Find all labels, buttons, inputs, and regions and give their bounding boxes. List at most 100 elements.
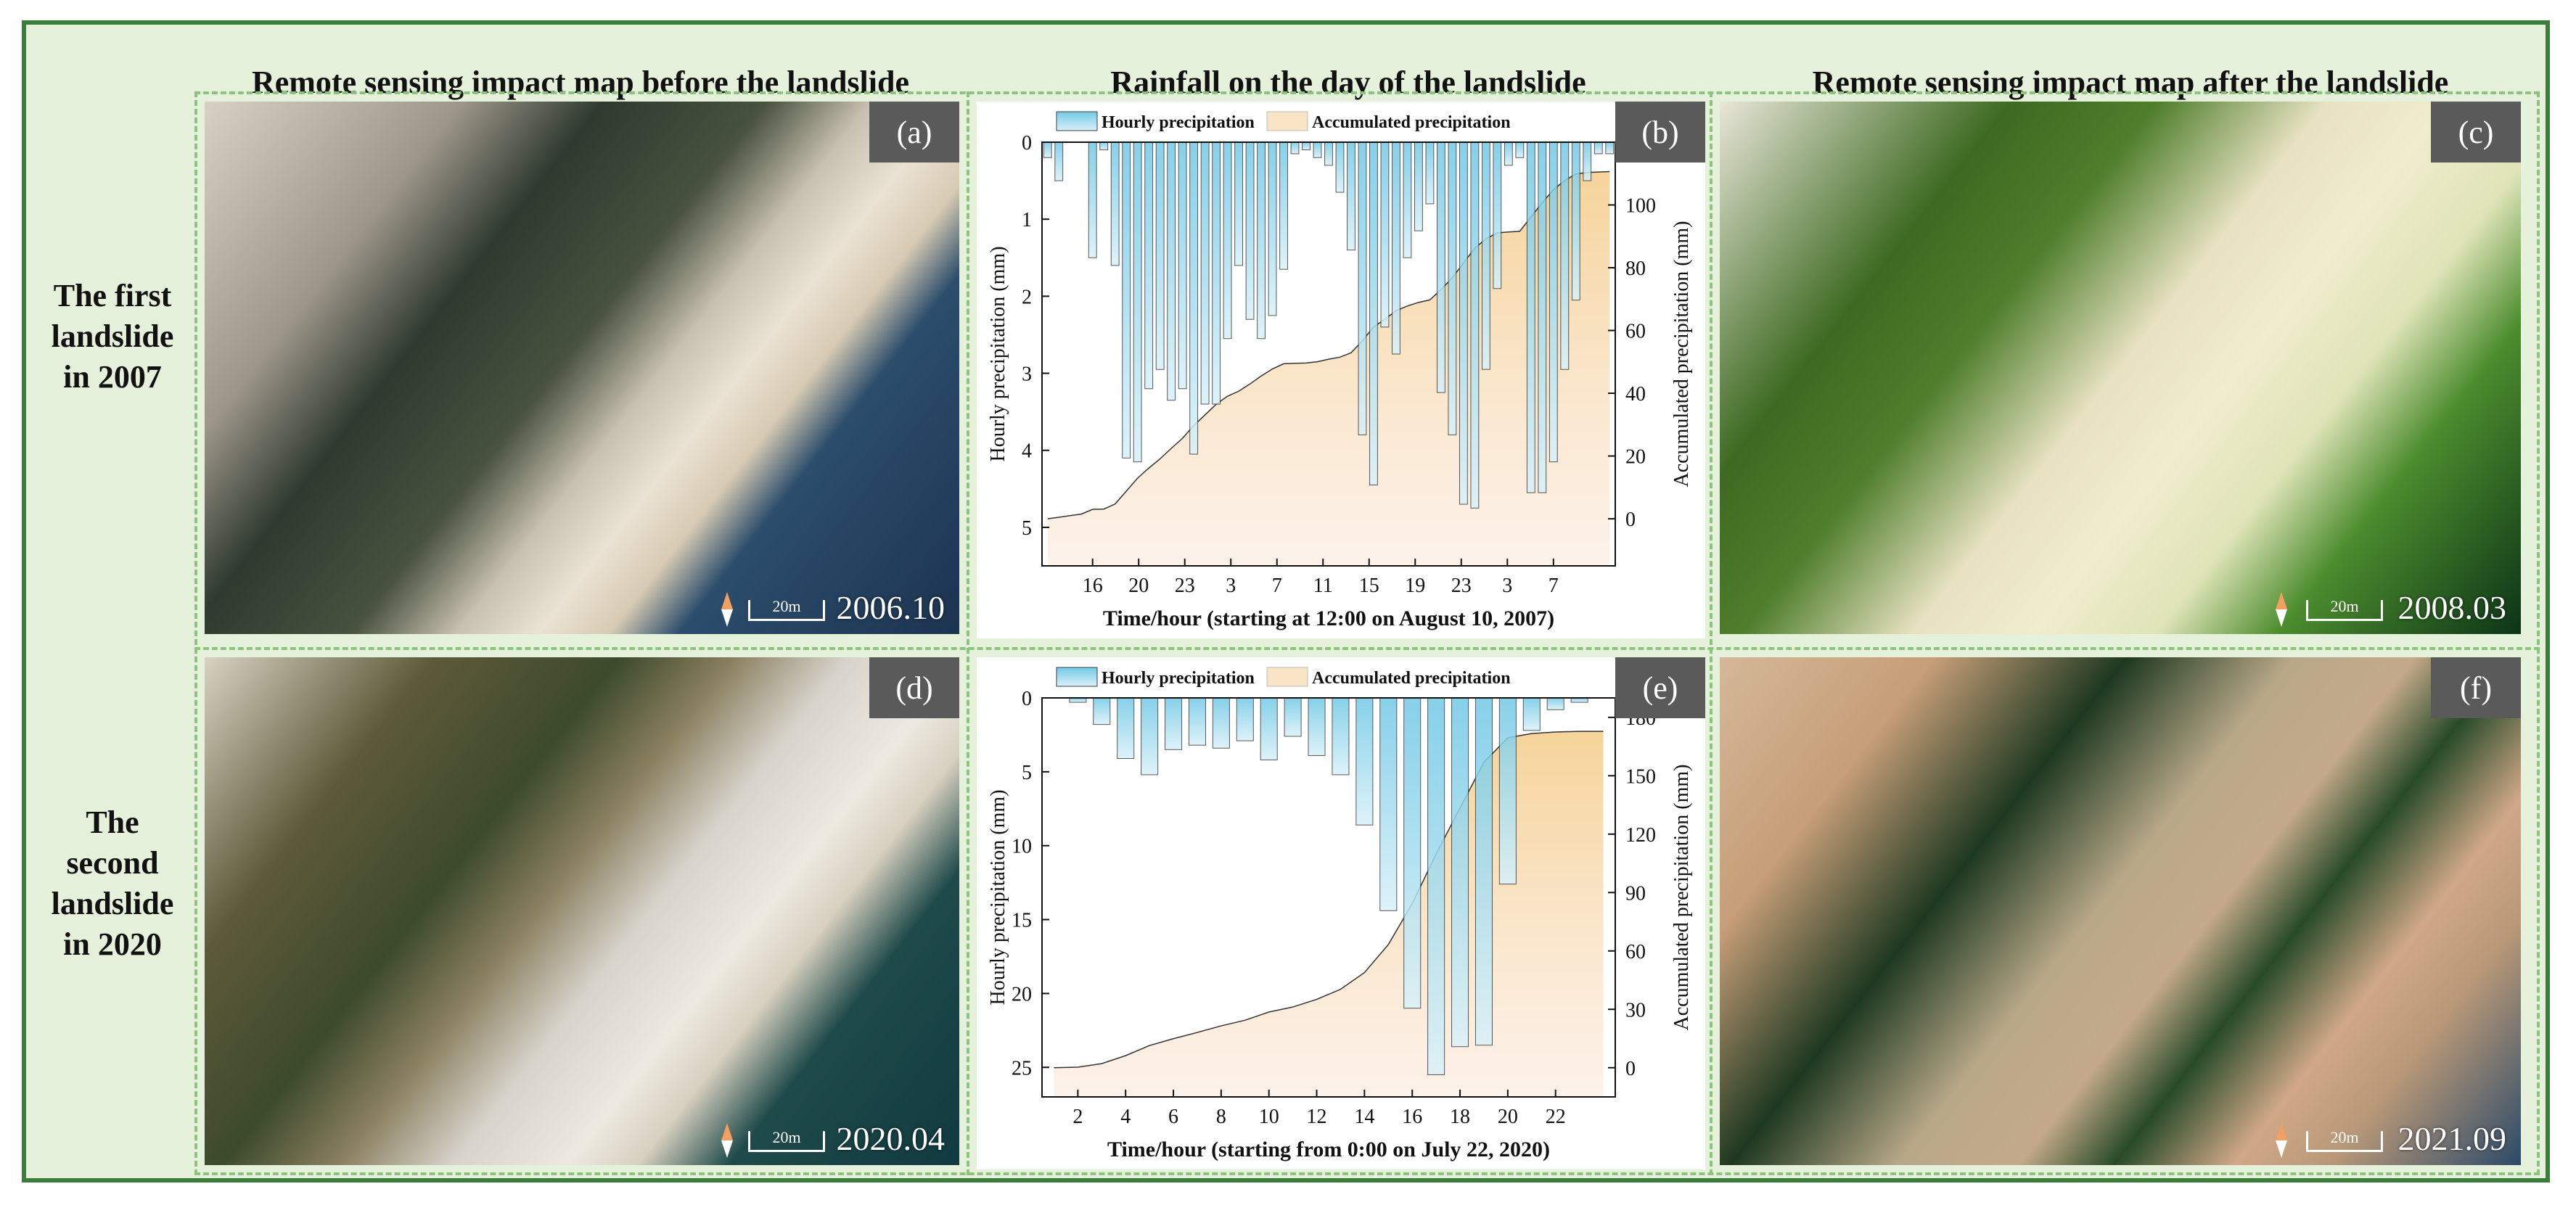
hourly-bar — [1498, 697, 1517, 885]
panel-divider-middle — [194, 647, 2540, 650]
y-tick-label: 3 — [1022, 363, 1032, 386]
satellite-image-c: (c) 20m 2008.03 — [1720, 102, 2521, 634]
north-arrow-icon — [2276, 592, 2287, 627]
hourly-bar — [1560, 141, 1570, 370]
hourly-bar — [1379, 697, 1398, 911]
hourly-bar — [1605, 141, 1615, 155]
x-tick-label: 7 — [1272, 575, 1282, 597]
x-tick-label: 2 — [1072, 1106, 1083, 1128]
hourly-bar — [1279, 141, 1288, 270]
hourly-bar — [1522, 697, 1541, 731]
panel-label: (d) — [869, 657, 959, 718]
x-tick-label: 4 — [1120, 1106, 1131, 1128]
satellite-image-f: (f) 20m 2021.09 — [1720, 657, 2521, 1165]
y2-tick-label: 60 — [1625, 321, 1646, 343]
legend-swatch-hourly — [1056, 111, 1098, 131]
hourly-bar — [1493, 141, 1502, 289]
legend-label-hourly: Hourly precipitation — [1102, 669, 1255, 688]
hourly-bar — [1347, 141, 1355, 251]
hourly-bar — [1284, 697, 1302, 737]
legend-label-hourly: Hourly precipitation — [1102, 113, 1255, 132]
chart-panel-b: 012345020406080100120162023371115192337T… — [977, 102, 1705, 638]
y2-tick-label: 120 — [1625, 824, 1656, 847]
hourly-bar — [1302, 141, 1310, 151]
hourly-bar — [1141, 697, 1159, 776]
y2-tick-label: 80 — [1625, 258, 1646, 280]
panel-label: (b) — [1615, 102, 1705, 163]
legend-label-accumulated: Accumulated precipitation — [1312, 669, 1511, 688]
hourly-bar — [1093, 697, 1111, 725]
hourly-bar — [1178, 141, 1187, 390]
hourly-bar — [1245, 141, 1255, 320]
hourly-bar — [1260, 697, 1278, 761]
hourly-bar — [1427, 697, 1445, 1075]
hourly-bar — [1332, 697, 1350, 776]
hourly-bar — [1583, 141, 1592, 181]
x-tick-label: 12 — [1307, 1106, 1327, 1128]
hourly-bar — [1088, 141, 1097, 258]
hourly-bar — [1167, 141, 1176, 401]
y-tick-label: 10 — [1012, 836, 1032, 858]
hourly-bar — [1099, 141, 1109, 151]
hourly-bar — [1290, 141, 1300, 155]
accumulated-area — [1047, 171, 1610, 567]
x-tick-label: 8 — [1216, 1106, 1226, 1128]
x-tick-label: 14 — [1354, 1106, 1374, 1128]
y2-tick-label: 40 — [1625, 383, 1646, 406]
hourly-bar — [1117, 697, 1135, 760]
y-tick-label: 25 — [1012, 1057, 1032, 1079]
hourly-bar — [1392, 141, 1400, 355]
scale-bar: 20m — [748, 1128, 825, 1152]
y-tick-label: 0 — [1022, 688, 1032, 710]
y2-tick-label: 150 — [1625, 765, 1656, 788]
scale-bar: 20m — [2306, 1128, 2383, 1152]
legend-swatch-hourly — [1056, 667, 1098, 687]
scale-label: 20m — [772, 1128, 801, 1146]
x-tick-label: 15 — [1359, 575, 1379, 597]
panel-label: (f) — [2431, 657, 2521, 718]
hourly-bar — [1236, 697, 1254, 741]
hourly-bar — [1358, 141, 1367, 435]
hourly-bar — [1448, 141, 1457, 435]
hourly-bar — [1459, 141, 1468, 505]
x-tick-label: 11 — [1313, 575, 1333, 597]
y2-tick-label: 90 — [1625, 882, 1646, 905]
x-tick-label: 6 — [1168, 1106, 1178, 1128]
hourly-bar — [1133, 141, 1142, 463]
legend-swatch-accumulated — [1266, 111, 1308, 131]
rainfall-chart-2007: 012345020406080100120162023371115192337T… — [987, 111, 1693, 630]
legend-swatch-accumulated — [1266, 667, 1308, 687]
scale-label: 20m — [772, 597, 801, 615]
panel-divider-right — [1710, 91, 1712, 1175]
hourly-bar — [1414, 141, 1423, 231]
hourly-bar — [1504, 141, 1513, 166]
x-tick-label: 3 — [1226, 575, 1236, 597]
hourly-bar — [1234, 141, 1243, 266]
scale-label: 20m — [2330, 1128, 2359, 1146]
hourly-bar — [1474, 697, 1493, 1046]
x-tick-label: 7 — [1549, 575, 1559, 597]
hourly-bar — [1165, 697, 1183, 750]
y-tick-label: 4 — [1022, 440, 1032, 463]
hourly-bar — [1481, 141, 1490, 370]
panel-label: (a) — [869, 102, 959, 163]
hourly-bar — [1155, 141, 1165, 370]
row-title-second-landslide: The second landslide in 2020 — [51, 805, 174, 962]
scale-label: 20m — [2330, 597, 2359, 615]
x-tick-label: 23 — [1451, 575, 1472, 597]
north-arrow-icon — [721, 592, 733, 627]
y-tick-label: 2 — [1022, 286, 1032, 308]
hourly-bar — [1335, 141, 1345, 193]
hourly-bar — [1470, 141, 1480, 509]
y2-tick-label: 100 — [1625, 195, 1656, 218]
satellite-image-d: (d) 20m 2020.04 — [205, 657, 959, 1165]
y-tick-label: 5 — [1022, 517, 1032, 540]
hourly-bar — [1200, 141, 1210, 405]
panel-grid-border — [194, 91, 2540, 1175]
hourly-bar — [1144, 141, 1154, 390]
x-tick-label: 22 — [1546, 1106, 1566, 1128]
x-tick-label: 19 — [1405, 575, 1425, 597]
plot-frame — [1041, 697, 1616, 1098]
panel-label: (e) — [1615, 657, 1705, 718]
